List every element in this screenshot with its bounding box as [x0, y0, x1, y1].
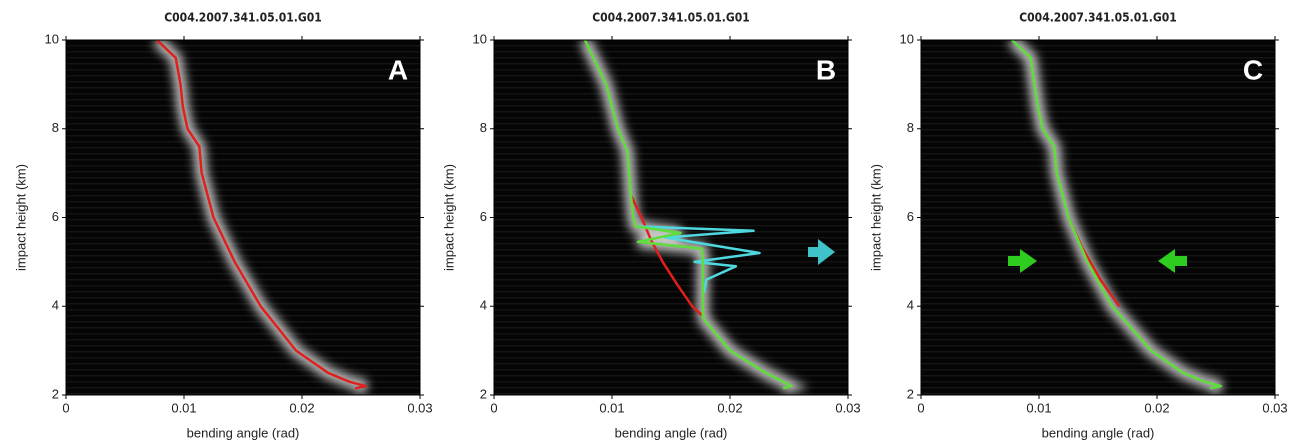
green-arrow-left — [1158, 249, 1187, 273]
y-tick-label: 8 — [52, 120, 59, 135]
trace — [583, 40, 793, 390]
y-tick-label: 8 — [480, 120, 487, 135]
trace — [635, 225, 761, 294]
y-tick-label: 6 — [52, 209, 59, 224]
y-tick-label: 2 — [907, 386, 914, 401]
y-tick-label: 6 — [907, 209, 914, 224]
y-tick-label: 10 — [900, 31, 914, 46]
y-axis-label: impact height (km) — [868, 164, 883, 271]
chart-title: C004.2007.341.05.01.G01 — [164, 11, 321, 25]
y-tick-label: 4 — [480, 298, 487, 313]
x-tick-label: 0 — [917, 400, 924, 415]
x-tick-label: 0.01 — [599, 400, 624, 415]
chart-title: C004.2007.341.05.01.G01 — [592, 11, 749, 25]
x-tick-label: 0.01 — [1026, 400, 1051, 415]
y-axis-label: impact height (km) — [13, 164, 28, 271]
panel-label: B — [816, 54, 836, 85]
panel-label: A — [388, 54, 408, 85]
plot-area — [1007, 40, 1223, 395]
x-tick-label: 0.02 — [289, 400, 314, 415]
y-axis-label: impact height (km) — [441, 164, 456, 271]
y-tick-label: 4 — [52, 298, 59, 313]
x-tick-label: 0.01 — [171, 400, 196, 415]
trace — [1011, 40, 1222, 390]
plot-area — [579, 40, 809, 395]
chart-title: C004.2007.341.05.01.G01 — [1019, 11, 1176, 25]
plot-background — [494, 40, 848, 395]
y-tick-label: 2 — [480, 386, 487, 401]
y-tick-label: 6 — [480, 209, 487, 224]
green-arrow-right — [1008, 249, 1037, 273]
trace — [156, 40, 367, 390]
y-tick-label: 10 — [473, 31, 487, 46]
trace — [629, 194, 703, 317]
x-axis-label: bending angle (rad) — [615, 425, 728, 440]
x-tick-label: 0.03 — [407, 400, 432, 415]
plot-area — [152, 40, 368, 395]
panel: 0 0.01 0.02 0.03 2 4 6 8 10 C004.2007.341.05.01.G… — [868, 11, 1287, 441]
y-tick-label: 2 — [52, 386, 59, 401]
y-tick-label: 8 — [907, 120, 914, 135]
plot-background — [66, 40, 420, 395]
panel: 0 0.01 0.02 0.03 2 4 6 8 10 C004.2007.341.05.01.G… — [441, 11, 860, 441]
cyan-arrow — [808, 239, 835, 265]
x-axis-label: bending angle (rad) — [1042, 425, 1155, 440]
plot-background — [921, 40, 1275, 395]
y-tick-label: 10 — [45, 31, 59, 46]
panel: 0 0.01 0.02 0.03 2 4 6 8 10 C004.2007.341.05.01.G… — [13, 11, 432, 441]
x-tick-label: 0 — [490, 400, 497, 415]
y-tick-label: 4 — [907, 298, 914, 313]
x-axis-label: bending angle (rad) — [187, 425, 300, 440]
arrows — [808, 239, 1187, 273]
x-tick-label: 0.02 — [717, 400, 742, 415]
x-tick-label: 0.02 — [1144, 400, 1169, 415]
x-tick-label: 0.03 — [835, 400, 860, 415]
panel-label: C — [1243, 54, 1263, 85]
x-tick-label: 0 — [62, 400, 69, 415]
x-tick-label: 0.03 — [1262, 400, 1287, 415]
